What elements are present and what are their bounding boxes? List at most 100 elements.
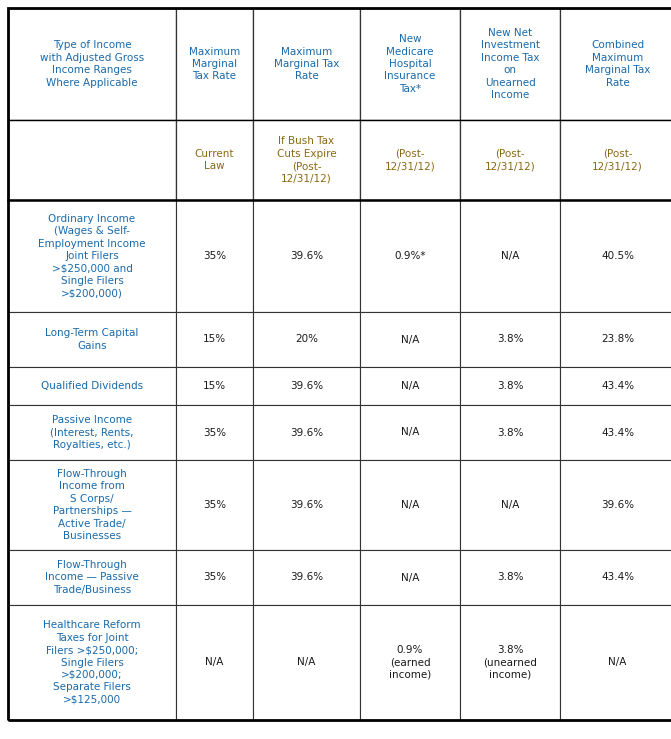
Text: 0.9%
(earned
income): 0.9% (earned income) bbox=[389, 645, 431, 680]
Bar bbox=[8, 200, 176, 312]
Text: (Post-
12/31/12): (Post- 12/31/12) bbox=[484, 149, 535, 171]
Text: Type of Income
with Adjusted Gross
Income Ranges
Where Applicable: Type of Income with Adjusted Gross Incom… bbox=[40, 41, 144, 88]
Text: 35%: 35% bbox=[203, 500, 226, 510]
Text: Qualified Dividends: Qualified Dividends bbox=[41, 381, 143, 391]
Bar bbox=[8, 605, 176, 720]
Bar bbox=[360, 312, 460, 367]
Text: (Post-
12/31/12): (Post- 12/31/12) bbox=[384, 149, 435, 171]
Text: Flow-Through
Income — Passive
Trade/Business: Flow-Through Income — Passive Trade/Busi… bbox=[45, 560, 139, 595]
Text: 3.8%: 3.8% bbox=[497, 381, 523, 391]
Bar bbox=[8, 312, 176, 367]
Text: N/A: N/A bbox=[401, 427, 419, 437]
Text: N/A: N/A bbox=[297, 658, 315, 667]
Text: N/A: N/A bbox=[401, 573, 419, 582]
Bar bbox=[460, 200, 560, 312]
Text: 0.9%*: 0.9%* bbox=[395, 251, 426, 261]
Bar bbox=[8, 550, 176, 605]
Text: Flow-Through
Income from
S Corps/
Partnerships —
Active Trade/
Businesses: Flow-Through Income from S Corps/ Partne… bbox=[52, 469, 132, 541]
Bar bbox=[360, 405, 460, 460]
Text: 15%: 15% bbox=[203, 381, 226, 391]
Text: 39.6%: 39.6% bbox=[290, 427, 323, 437]
Bar bbox=[560, 120, 671, 200]
Text: 39.6%: 39.6% bbox=[290, 251, 323, 261]
Text: 43.4%: 43.4% bbox=[601, 381, 634, 391]
Text: Maximum
Marginal Tax
Rate: Maximum Marginal Tax Rate bbox=[274, 47, 339, 81]
Bar bbox=[176, 605, 253, 720]
Text: 40.5%: 40.5% bbox=[601, 251, 634, 261]
Bar bbox=[460, 550, 560, 605]
Bar bbox=[460, 120, 560, 200]
Text: 39.6%: 39.6% bbox=[601, 500, 634, 510]
Text: Combined
Maximum
Marginal Tax
Rate: Combined Maximum Marginal Tax Rate bbox=[585, 41, 650, 88]
Text: 20%: 20% bbox=[295, 335, 318, 344]
Text: (Post-
12/31/12): (Post- 12/31/12) bbox=[592, 149, 643, 171]
Bar bbox=[560, 312, 671, 367]
Bar bbox=[8, 405, 176, 460]
Text: Healthcare Reform
Taxes for Joint
Filers >$250,000;
Single Filers
>$200,000;
Sep: Healthcare Reform Taxes for Joint Filers… bbox=[43, 620, 141, 705]
Text: Current
Law: Current Law bbox=[195, 149, 234, 171]
Bar bbox=[460, 460, 560, 550]
Text: 35%: 35% bbox=[203, 427, 226, 437]
Text: 3.8%: 3.8% bbox=[497, 427, 523, 437]
Bar bbox=[253, 605, 360, 720]
Bar bbox=[8, 460, 176, 550]
Text: 3.8%
(unearned
income): 3.8% (unearned income) bbox=[483, 645, 537, 680]
Bar bbox=[360, 605, 460, 720]
Text: N/A: N/A bbox=[401, 335, 419, 344]
Bar bbox=[8, 367, 176, 405]
Bar bbox=[560, 367, 671, 405]
Bar bbox=[253, 200, 360, 312]
Bar bbox=[360, 460, 460, 550]
Bar bbox=[560, 8, 671, 120]
Bar bbox=[176, 405, 253, 460]
Text: 39.6%: 39.6% bbox=[290, 381, 323, 391]
Text: 35%: 35% bbox=[203, 251, 226, 261]
Bar bbox=[460, 405, 560, 460]
Text: Ordinary Income
(Wages & Self-
Employment Income
Joint Filers
>$250,000 and
Sing: Ordinary Income (Wages & Self- Employmen… bbox=[38, 214, 146, 299]
Text: 43.4%: 43.4% bbox=[601, 427, 634, 437]
Bar bbox=[176, 200, 253, 312]
Bar bbox=[253, 405, 360, 460]
Text: N/A: N/A bbox=[205, 658, 223, 667]
Text: N/A: N/A bbox=[501, 500, 519, 510]
Text: Maximum
Marginal
Tax Rate: Maximum Marginal Tax Rate bbox=[189, 47, 240, 81]
Bar bbox=[253, 120, 360, 200]
Text: N/A: N/A bbox=[401, 381, 419, 391]
Text: Passive Income
(Interest, Rents,
Royalties, etc.): Passive Income (Interest, Rents, Royalti… bbox=[50, 415, 134, 450]
Bar bbox=[176, 312, 253, 367]
Text: 3.8%: 3.8% bbox=[497, 335, 523, 344]
Text: N/A: N/A bbox=[501, 251, 519, 261]
Bar bbox=[360, 550, 460, 605]
Bar bbox=[253, 312, 360, 367]
Bar bbox=[253, 550, 360, 605]
Bar bbox=[460, 8, 560, 120]
Text: New Net
Investment
Income Tax
on
Unearned
Income: New Net Investment Income Tax on Unearne… bbox=[480, 28, 539, 100]
Bar bbox=[253, 8, 360, 120]
Bar bbox=[460, 312, 560, 367]
Text: 43.4%: 43.4% bbox=[601, 573, 634, 582]
Bar bbox=[360, 120, 460, 200]
Bar bbox=[560, 405, 671, 460]
Text: Long-Term Capital
Gains: Long-Term Capital Gains bbox=[46, 328, 139, 351]
Text: 15%: 15% bbox=[203, 335, 226, 344]
Text: 3.8%: 3.8% bbox=[497, 573, 523, 582]
Text: 23.8%: 23.8% bbox=[601, 335, 634, 344]
Bar bbox=[8, 120, 176, 200]
Bar bbox=[253, 460, 360, 550]
Bar bbox=[176, 550, 253, 605]
Bar bbox=[176, 460, 253, 550]
Bar bbox=[360, 367, 460, 405]
Bar bbox=[460, 605, 560, 720]
Bar bbox=[560, 605, 671, 720]
Bar bbox=[460, 367, 560, 405]
Text: 39.6%: 39.6% bbox=[290, 573, 323, 582]
Bar bbox=[176, 120, 253, 200]
Text: 39.6%: 39.6% bbox=[290, 500, 323, 510]
Text: If Bush Tax
Cuts Expire
(Post-
12/31/12): If Bush Tax Cuts Expire (Post- 12/31/12) bbox=[276, 137, 336, 183]
Text: N/A: N/A bbox=[401, 500, 419, 510]
Bar bbox=[253, 367, 360, 405]
Bar bbox=[360, 200, 460, 312]
Bar bbox=[560, 460, 671, 550]
Bar bbox=[176, 8, 253, 120]
Text: N/A: N/A bbox=[609, 658, 627, 667]
